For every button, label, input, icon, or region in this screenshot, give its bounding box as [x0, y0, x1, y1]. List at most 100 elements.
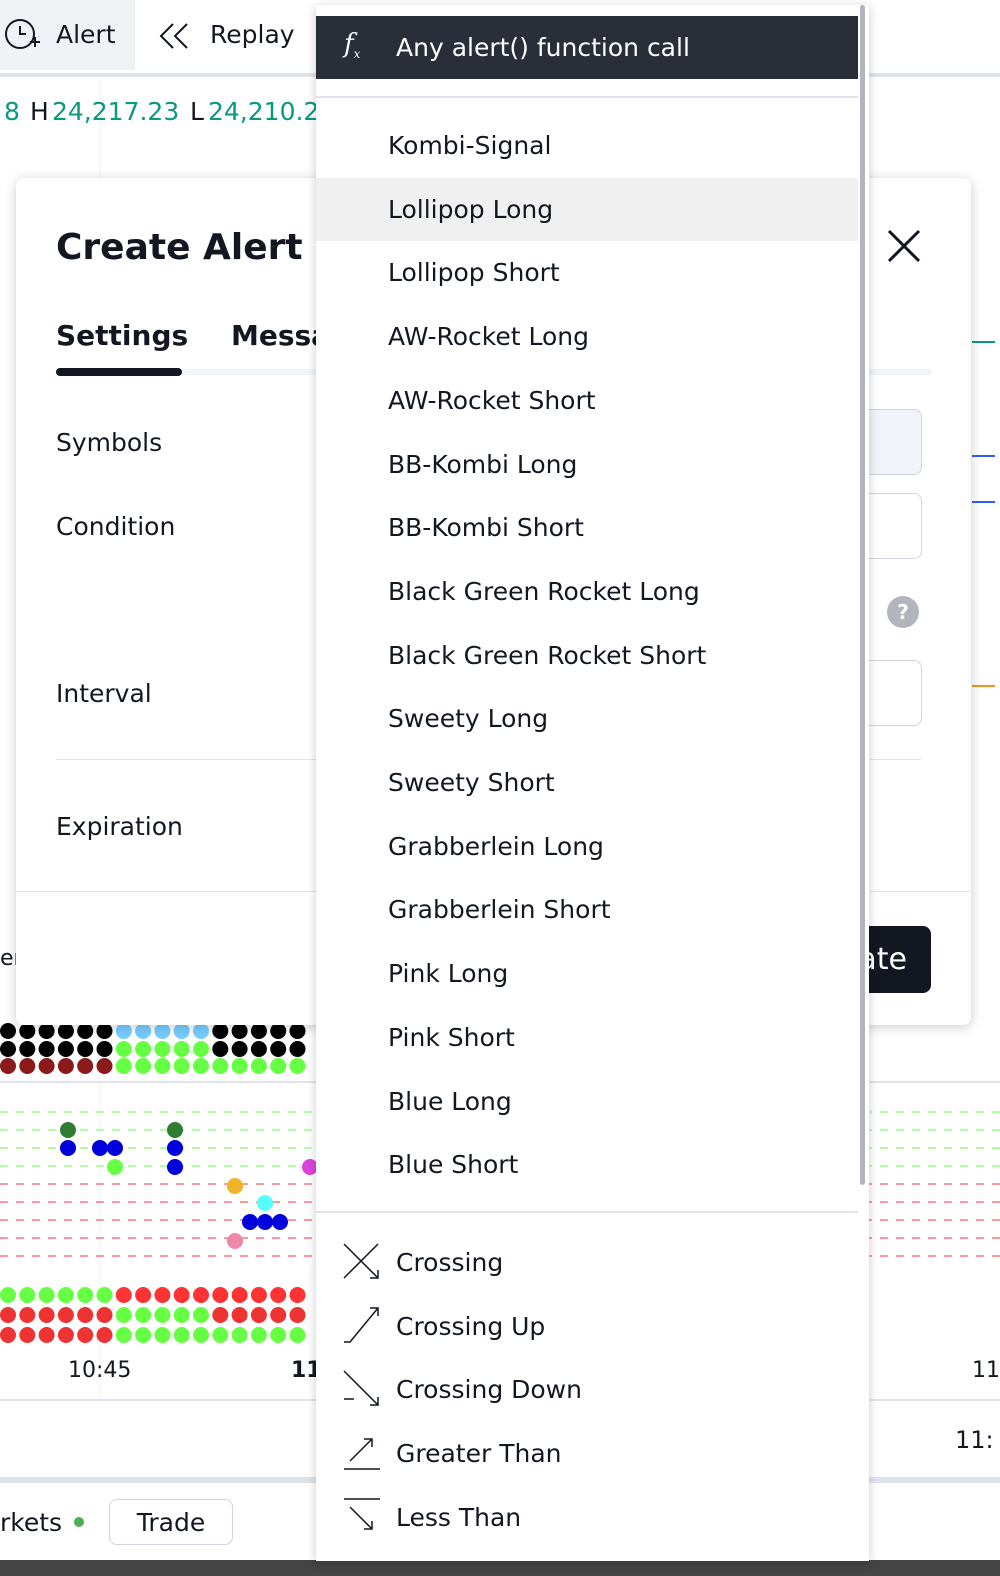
field-label: Condition	[56, 512, 176, 541]
indicator-dot	[57, 1327, 74, 1343]
option[interactable]: Grabberlein Short	[388, 895, 611, 925]
indicator-dot	[270, 1307, 287, 1323]
option[interactable]: AW-Rocket Long	[388, 322, 589, 352]
status-dot	[74, 1517, 84, 1527]
indicator-dot	[242, 1214, 258, 1230]
icon-path	[343, 1370, 379, 1407]
tab[interactable]: Settings	[56, 319, 189, 352]
option[interactable]: BB-Kombi Long	[388, 449, 578, 479]
indicator-dot	[38, 1327, 55, 1343]
indicator-dot	[115, 1327, 132, 1343]
option[interactable]: Kombi-Signal	[388, 131, 552, 160]
condition-icon	[344, 1498, 380, 1530]
indicator-dot	[231, 1327, 248, 1343]
indicator-dot	[19, 1287, 36, 1303]
indicator-dot	[57, 1307, 74, 1323]
option[interactable]: Blue Short	[388, 1150, 519, 1180]
indicator-dot	[38, 1058, 55, 1074]
field-label: Interval	[56, 679, 152, 708]
replay-icon	[159, 23, 188, 49]
indicator-dot	[96, 1041, 113, 1057]
indicator-dot	[135, 1327, 152, 1343]
trade-button[interactable]: Trade	[109, 1499, 233, 1545]
indicator-dot	[38, 1041, 55, 1057]
indicator-dot	[135, 1287, 152, 1303]
option[interactable]: Sweety Long	[388, 704, 549, 734]
scrollbar[interactable]	[860, 5, 865, 1185]
indicator-dot	[173, 1307, 190, 1323]
indicator-dot	[154, 1307, 171, 1323]
option[interactable]: BB-Kombi Short	[388, 513, 584, 543]
replay-button[interactable]: Replay	[210, 20, 295, 49]
indicator-dot	[212, 1327, 229, 1343]
indicator-dot	[38, 1307, 55, 1323]
option[interactable]: Lollipop Short	[388, 258, 560, 288]
condition-option[interactable]: Crossing Down	[396, 1375, 582, 1405]
option-hover	[316, 177, 858, 241]
markets-label[interactable]: rkets	[0, 1508, 63, 1537]
option[interactable]: AW-Rocket Short	[388, 385, 596, 415]
dialog-title: Create Alert on	[56, 227, 366, 268]
indicator-dot	[38, 1023, 55, 1039]
indicator-dot	[154, 1041, 171, 1057]
indicator-dot	[96, 1287, 113, 1303]
indicator-dot	[272, 1214, 288, 1230]
condition-icon	[343, 1370, 379, 1407]
function-icon: fx	[344, 29, 361, 62]
indicator-dot	[135, 1058, 152, 1074]
indicator-dot	[250, 1287, 267, 1303]
indicator-dot	[0, 1023, 16, 1039]
selected-option[interactable]	[316, 16, 858, 79]
option[interactable]: Lollipop Long	[388, 194, 554, 224]
option[interactable]: Sweety Short	[388, 768, 555, 797]
indicator-dot	[173, 1327, 190, 1343]
indicator-dot	[19, 1307, 36, 1323]
condition-option[interactable]: Crossing Up	[396, 1311, 546, 1341]
indicator-dot	[289, 1058, 306, 1074]
indicator-dot	[57, 1023, 74, 1039]
condition-icon	[344, 1306, 379, 1343]
indicator-dot	[193, 1287, 209, 1303]
icon-path	[343, 1243, 379, 1279]
indicator-dot	[193, 1327, 209, 1343]
indicator-dot	[154, 1023, 171, 1039]
condition-option[interactable]: Greater Than	[396, 1439, 562, 1469]
alert-button[interactable]: Alert	[56, 20, 116, 49]
indicator-dot	[193, 1041, 209, 1057]
indicator-dot	[250, 1307, 267, 1323]
divider	[316, 1211, 858, 1213]
selected-option-label[interactable]: Any alert() function call	[396, 33, 690, 62]
indicator-dot	[96, 1023, 113, 1039]
option[interactable]: Black Green Rocket Short	[388, 640, 707, 670]
condition-icon	[344, 1438, 380, 1470]
indicator-dot	[173, 1287, 190, 1303]
option[interactable]: Grabberlein Long	[388, 831, 604, 861]
time-label: 10:45	[68, 1358, 132, 1383]
indicator-dot	[270, 1287, 287, 1303]
option[interactable]: Pink Short	[388, 1022, 515, 1052]
condition-option[interactable]: Less Than	[396, 1502, 522, 1532]
indicator-dot	[107, 1140, 123, 1156]
indicator-dot	[0, 1058, 16, 1074]
tab-indicator	[56, 368, 182, 376]
close-button[interactable]	[886, 228, 922, 264]
indicator-dot	[77, 1327, 94, 1343]
tab[interactable]: Messa	[231, 319, 331, 352]
indicator-dot	[96, 1307, 113, 1323]
indicator-dot	[270, 1023, 287, 1039]
indicator-dot	[135, 1307, 152, 1323]
indicator-dot	[227, 1233, 243, 1249]
condition-option[interactable]: Crossing	[396, 1248, 504, 1277]
help-icon[interactable]: ?	[887, 596, 919, 628]
option[interactable]: Pink Long	[388, 959, 509, 989]
indicator-dot	[60, 1140, 76, 1156]
option[interactable]: Black Green Rocket Long	[388, 576, 700, 606]
option[interactable]: Blue Long	[388, 1086, 512, 1116]
spacer	[955, 1505, 1000, 1545]
indicator-dot	[212, 1058, 229, 1074]
ohlc-low: 24,210.2	[208, 97, 320, 126]
field-label: Expiration	[56, 812, 183, 841]
indicator-dot	[302, 1159, 318, 1175]
indicator-dot	[154, 1058, 171, 1074]
indicator-dot	[0, 1327, 16, 1343]
